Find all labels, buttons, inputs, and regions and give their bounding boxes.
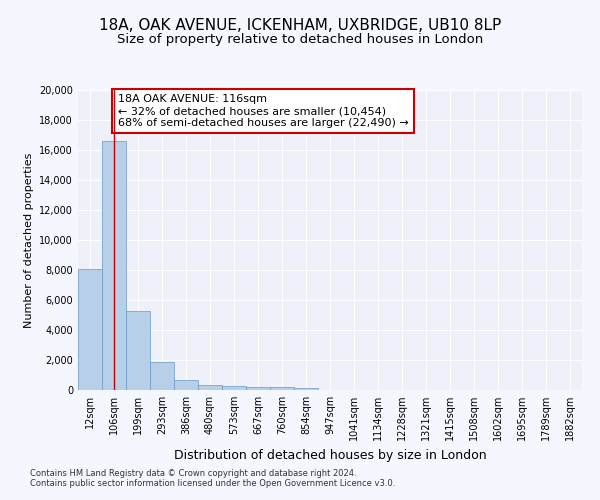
Bar [126,310,150,390]
Text: 18A, OAK AVENUE, ICKENHAM, UXBRIDGE, UB10 8LP: 18A, OAK AVENUE, ICKENHAM, UXBRIDGE, UB1… [99,18,501,32]
Text: 18A OAK AVENUE: 116sqm
← 32% of detached houses are smaller (10,454)
68% of semi: 18A OAK AVENUE: 116sqm ← 32% of detached… [118,94,409,128]
Bar [150,362,174,390]
Bar [198,384,222,390]
Text: Contains HM Land Registry data © Crown copyright and database right 2024.: Contains HM Land Registry data © Crown c… [30,468,356,477]
Text: Size of property relative to detached houses in London: Size of property relative to detached ho… [117,32,483,46]
Bar [102,141,126,390]
Bar [294,388,318,390]
Bar [270,388,294,390]
Bar [78,268,102,390]
Y-axis label: Number of detached properties: Number of detached properties [24,152,34,328]
Bar [174,380,198,390]
Bar [222,386,246,390]
Text: Contains public sector information licensed under the Open Government Licence v3: Contains public sector information licen… [30,478,395,488]
Bar [246,387,270,390]
X-axis label: Distribution of detached houses by size in London: Distribution of detached houses by size … [173,448,487,462]
